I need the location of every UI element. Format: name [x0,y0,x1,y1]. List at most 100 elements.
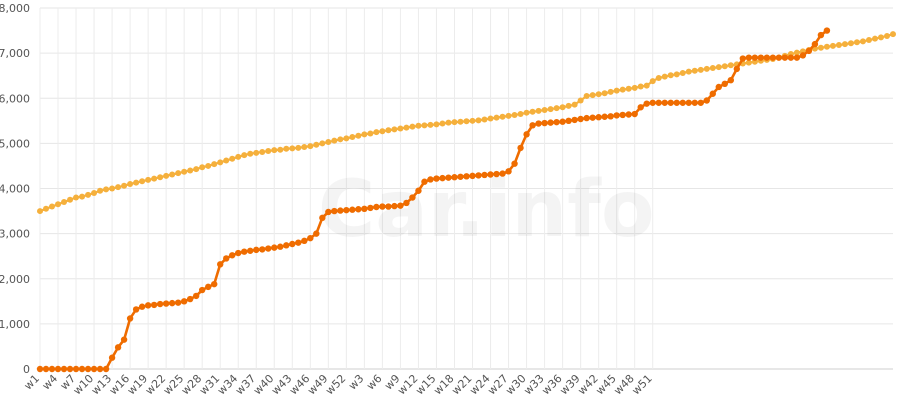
series-b-point[interactable] [421,178,428,185]
series-a-point[interactable] [43,205,50,212]
series-a-point[interactable] [55,201,62,208]
series-b-point[interactable] [763,54,771,61]
series-b-point[interactable] [385,203,392,210]
series-a-point[interactable] [61,199,68,206]
series-a-point[interactable] [247,150,254,157]
series-b-point[interactable] [168,299,176,307]
series-b-point[interactable] [559,118,566,125]
series-a-point[interactable] [871,35,878,42]
series-b-point[interactable] [649,99,656,106]
series-b-point[interactable] [439,174,446,182]
series-b-point[interactable] [451,174,458,181]
series-b-point[interactable] [781,54,789,61]
series-a-point[interactable] [229,155,236,162]
series-a-point[interactable] [607,88,614,95]
series-b-point[interactable] [138,303,146,310]
series-b-point[interactable] [162,300,170,307]
series-a-point[interactable] [391,126,398,133]
series-a-point[interactable] [505,112,512,119]
series-b-point[interactable] [114,344,122,351]
series-a-point[interactable] [541,106,548,113]
series-a-point[interactable] [259,148,266,155]
series-b-point[interactable] [403,199,410,207]
series-a-point[interactable] [559,104,566,111]
series-a-point[interactable] [553,105,560,112]
series-b-point[interactable] [223,255,230,262]
series-a-point[interactable] [103,186,110,193]
series-a-point[interactable] [121,182,128,189]
series-b-point[interactable] [96,365,104,373]
series-a-point[interactable] [697,66,704,73]
series-b-point[interactable] [198,286,206,294]
series-a-point[interactable] [691,67,698,74]
series-b-point[interactable] [235,249,242,257]
series-b-point[interactable] [715,83,722,91]
series-b-point[interactable] [661,99,668,106]
series-a-point[interactable] [145,176,152,183]
series-a-point[interactable] [283,145,290,152]
series-a-point[interactable] [181,168,188,175]
series-a-point[interactable] [433,121,440,128]
series-b-point[interactable] [217,261,224,268]
series-a-point[interactable] [355,132,362,139]
series-a-point[interactable] [673,71,680,78]
series-b-point[interactable] [373,203,380,211]
series-a-point[interactable] [625,85,632,92]
series-b-point[interactable] [775,54,783,61]
series-a-point[interactable] [721,63,728,70]
series-a-point[interactable] [169,171,176,178]
series-a-point[interactable] [139,178,146,185]
series-b-point[interactable] [703,97,710,104]
series-a-point[interactable] [823,43,830,50]
series-a-point[interactable] [241,152,248,159]
series-b-point[interactable] [475,172,482,179]
series-a-point[interactable] [463,118,470,125]
series-a-point[interactable] [523,109,530,116]
series-b-point[interactable] [42,365,50,373]
series-b-point[interactable] [571,116,578,124]
series-a-point[interactable] [265,148,272,155]
series-a-point[interactable] [865,37,872,44]
series-a-point[interactable] [109,185,116,192]
series-b-point[interactable] [415,187,422,194]
series-b-point[interactable] [799,52,807,59]
series-a-point[interactable] [403,124,410,131]
series-a-point[interactable] [745,59,752,66]
series-a-point[interactable] [637,83,644,90]
series-b-point[interactable] [66,365,74,373]
series-b-point[interactable] [793,54,801,61]
series-b-point[interactable] [247,247,254,254]
series-b-point[interactable] [487,171,494,178]
series-a-point[interactable] [397,125,404,132]
series-a-point[interactable] [493,114,500,121]
series-a-point[interactable] [133,179,140,186]
series-b-point[interactable] [192,292,200,300]
series-b-point[interactable] [709,90,716,97]
series-a-point[interactable] [115,184,122,191]
series-a-point[interactable] [421,122,428,129]
series-a-point[interactable] [307,143,314,150]
series-b-point[interactable] [457,173,464,180]
series-b-point[interactable] [517,144,524,152]
series-a-point[interactable] [727,62,734,69]
series-a-point[interactable] [253,149,260,156]
series-a-point[interactable] [661,73,668,80]
series-b-point[interactable] [259,246,266,253]
series-b-point[interactable] [787,54,795,61]
series-b-point[interactable] [733,65,741,73]
series-b-point[interactable] [817,31,825,39]
series-b-point[interactable] [811,40,819,48]
series-a-point[interactable] [613,87,620,94]
series-a-point[interactable] [319,140,326,147]
series-a-point[interactable] [643,82,650,89]
series-a-point[interactable] [601,90,608,97]
series-b-point[interactable] [601,113,608,120]
series-a-point[interactable] [217,159,224,166]
series-b-point[interactable] [433,175,440,182]
series-b-point[interactable] [427,176,434,183]
series-b-point[interactable] [144,302,152,309]
series-b-point[interactable] [637,104,644,111]
series-a-point[interactable] [517,111,524,118]
series-b-point[interactable] [619,111,626,119]
series-b-point[interactable] [84,365,92,373]
